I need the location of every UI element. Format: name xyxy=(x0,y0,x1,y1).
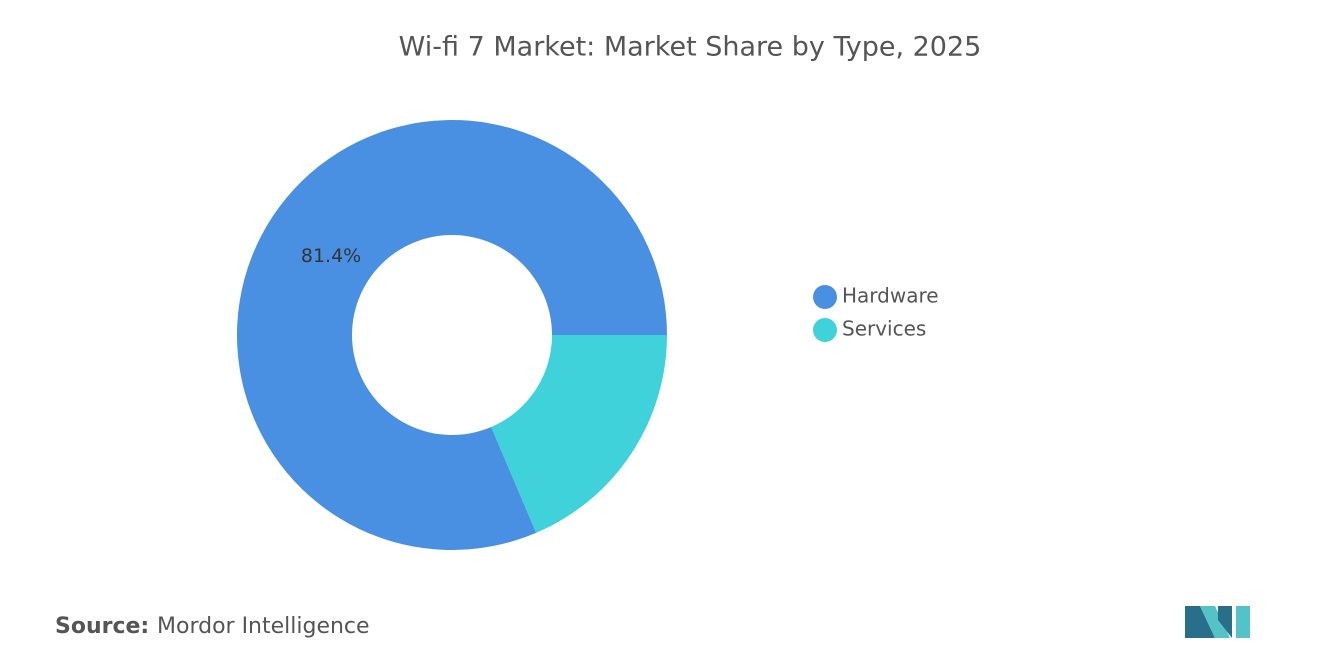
legend-marker xyxy=(813,285,837,309)
source-text: Mordor Intelligence xyxy=(157,614,370,639)
data-label: 81.4% xyxy=(301,245,361,267)
legend-marker xyxy=(813,318,837,342)
donut-slice xyxy=(236,119,667,550)
donut-slice xyxy=(491,335,667,533)
chart-title: Wi-fi 7 Market: Market Share by Type, 20… xyxy=(399,32,982,63)
logo xyxy=(1185,606,1250,638)
legend-label: Hardware xyxy=(842,284,939,308)
source-label: Source: xyxy=(55,614,149,639)
legend-label: Services xyxy=(842,317,926,341)
